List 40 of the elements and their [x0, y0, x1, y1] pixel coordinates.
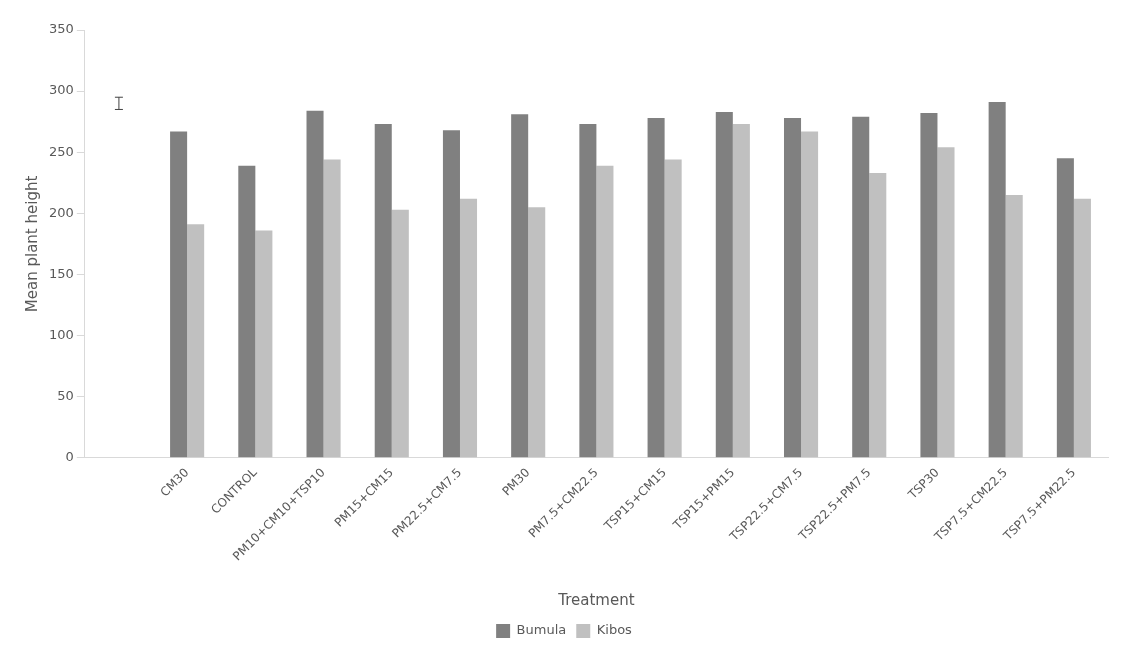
bar — [732, 124, 750, 458]
bar — [306, 110, 324, 458]
bar — [1056, 158, 1074, 458]
bar — [528, 207, 546, 458]
bar — [238, 165, 256, 458]
bar — [323, 159, 341, 458]
bar — [596, 165, 614, 458]
bar — [579, 124, 597, 458]
y-tick-label: 150 — [48, 265, 74, 281]
bar — [255, 230, 273, 458]
bar — [715, 111, 733, 458]
bar — [170, 131, 188, 458]
bar — [920, 113, 938, 458]
bar — [187, 224, 205, 458]
y-tick-label: 250 — [48, 143, 74, 159]
bar — [937, 147, 955, 458]
bar — [391, 209, 409, 458]
bar — [869, 173, 887, 458]
bar — [459, 198, 478, 458]
bar — [1005, 195, 1023, 458]
bar — [511, 114, 529, 458]
legend-label: Kibos — [596, 622, 633, 638]
bar — [1073, 198, 1091, 458]
bar — [852, 116, 870, 458]
y-tick-label: 100 — [48, 326, 74, 342]
bar — [442, 130, 460, 458]
y-tick-label: 350 — [48, 21, 74, 37]
y-tick-label: 300 — [48, 82, 74, 98]
legend-label: Bumula — [516, 622, 567, 638]
y-tick-label: 200 — [48, 204, 74, 220]
bar — [664, 159, 682, 458]
y-tick-label: 50 — [57, 388, 74, 404]
x-axis-title: Treatment — [557, 590, 635, 609]
bar — [801, 131, 819, 458]
bar — [988, 102, 1006, 458]
y-axis-title: Mean plant height — [22, 175, 41, 313]
bar — [783, 118, 802, 458]
y-tick-label: 0 — [65, 449, 74, 465]
bar — [647, 118, 665, 458]
bar — [374, 124, 392, 458]
